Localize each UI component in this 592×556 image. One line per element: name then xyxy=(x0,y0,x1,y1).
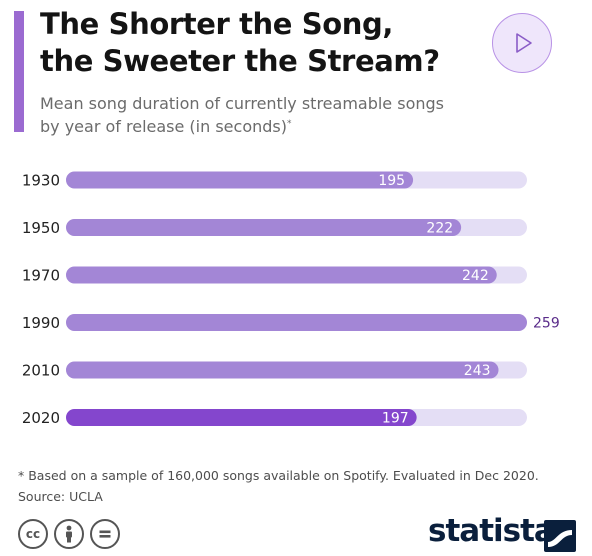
bar-row: 2020 197 xyxy=(22,409,527,427)
value-label: 195 xyxy=(378,173,405,189)
subtitle-footnote-mark: * xyxy=(286,119,292,129)
source-text: Source: UCLA xyxy=(18,489,103,504)
bar[interactable] xyxy=(66,219,462,236)
bar-row: 1930 195 xyxy=(22,171,527,190)
bar-row: 1970 242 xyxy=(22,266,527,285)
category-label: 1970 xyxy=(22,267,60,285)
footnote: * Based on a sample of 160,000 songs ava… xyxy=(18,465,539,507)
value-label: 242 xyxy=(462,268,489,284)
value-label: 197 xyxy=(382,411,409,427)
chart-subtitle: Mean song duration of currently streamab… xyxy=(40,93,444,137)
bar[interactable] xyxy=(66,361,499,379)
title-accent-bar xyxy=(14,11,24,132)
bar-row: 2010 243 xyxy=(22,361,527,380)
value-label: 222 xyxy=(426,221,453,237)
subtitle-text: Mean song duration of currently streamab… xyxy=(40,94,444,136)
bar-chart: 1930 195 1950 222 1970 242 1990 259 2010 243 2020 1… xyxy=(22,171,560,427)
footnote-text: * Based on a sample of 160,000 songs ava… xyxy=(18,468,539,483)
bar-row: 1990 259 xyxy=(22,314,560,332)
cc-icon[interactable]: cc xyxy=(18,519,48,549)
brand-name: statista xyxy=(428,513,555,549)
bar[interactable] xyxy=(66,314,527,331)
category-label: 2020 xyxy=(22,409,60,427)
no-derivatives-icon[interactable] xyxy=(90,519,120,549)
statista-logo-icon xyxy=(544,520,576,552)
chart-title: The Shorter the Song, the Sweeter the St… xyxy=(40,7,440,78)
category-label: 1990 xyxy=(22,314,60,332)
bar[interactable] xyxy=(66,409,417,426)
category-label: 2010 xyxy=(22,362,60,380)
category-label: 1950 xyxy=(22,219,60,237)
category-label: 1930 xyxy=(22,172,60,190)
value-label: 243 xyxy=(464,363,491,379)
bar[interactable] xyxy=(66,171,414,189)
bar[interactable] xyxy=(66,266,497,284)
value-label: 259 xyxy=(533,316,560,332)
bar-row: 1950 222 xyxy=(22,219,527,237)
play-icon xyxy=(516,33,532,53)
play-button[interactable] xyxy=(492,13,552,73)
attribution-icon[interactable] xyxy=(54,519,84,549)
